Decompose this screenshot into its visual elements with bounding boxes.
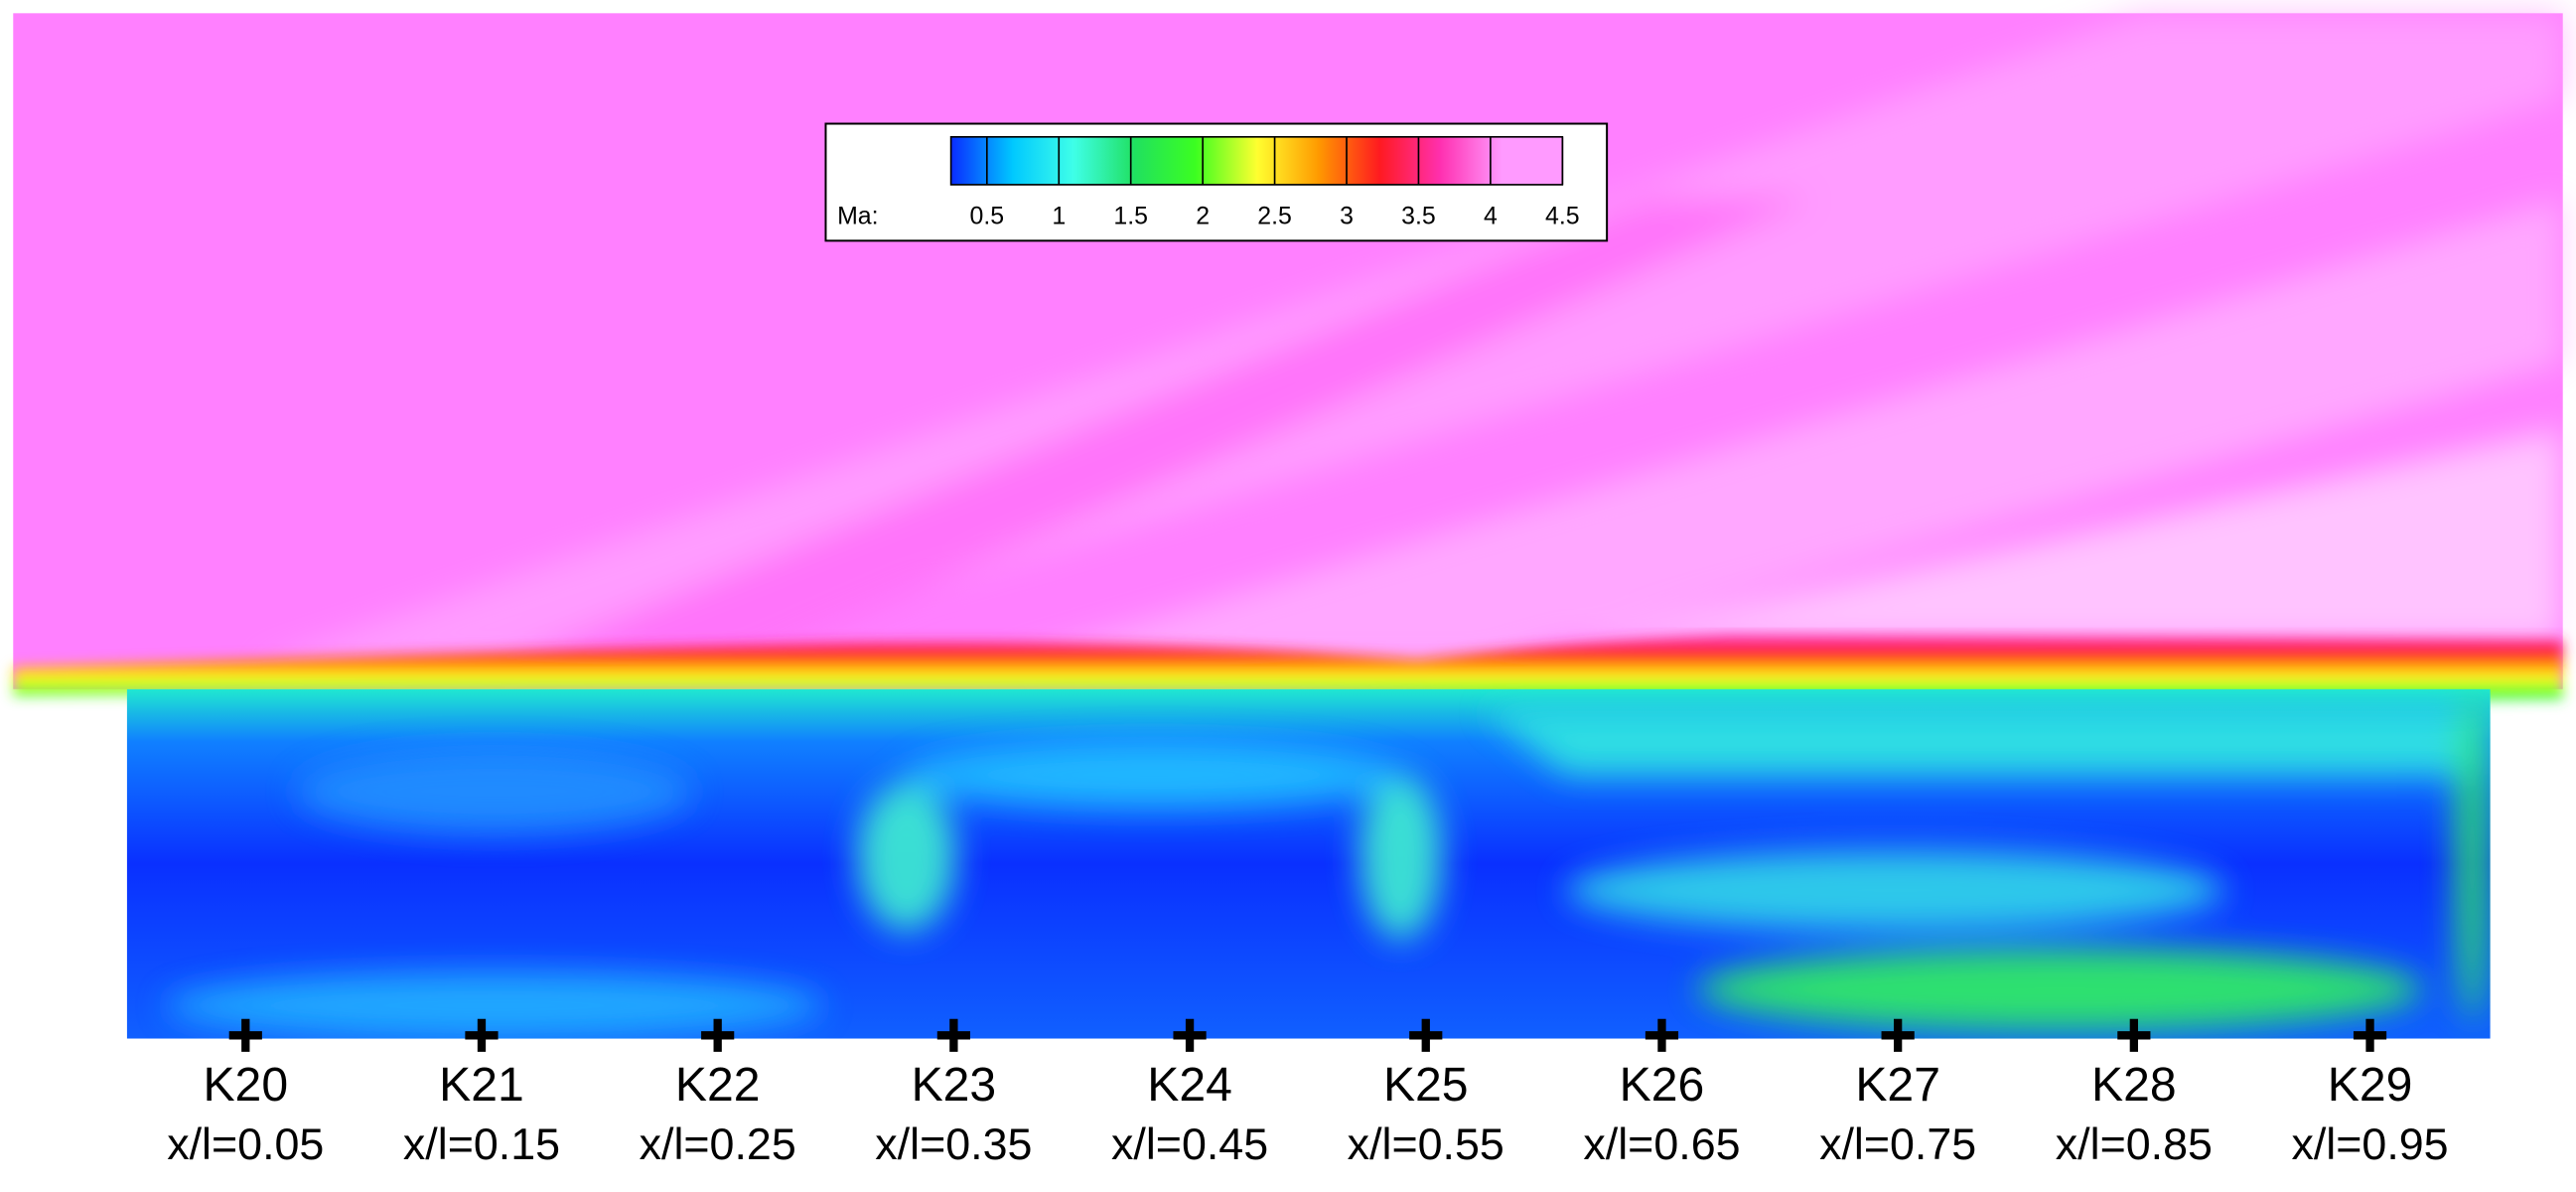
probe-name: K24 xyxy=(1147,1058,1232,1112)
probe-position: x/l=0.65 xyxy=(1583,1119,1740,1169)
colorbar-tick-label: 3 xyxy=(1340,203,1354,230)
probe-marker xyxy=(465,1018,499,1052)
colorbar: Ma: 0.5 1 1.5 2 2.5 3 3.5 4 4.5 xyxy=(824,122,1609,242)
colorbar-tick-label: 2 xyxy=(1196,203,1210,230)
colorbar-segment xyxy=(950,136,1014,185)
colorbar-tick-label: 3.5 xyxy=(1401,203,1436,230)
colorbar-segment xyxy=(1012,136,1074,185)
probe-position: x/l=0.25 xyxy=(640,1119,796,1169)
colorbar-segment xyxy=(1256,136,1319,185)
probe-marker xyxy=(1173,1018,1207,1052)
probe-marker xyxy=(936,1018,970,1052)
probe-name: K23 xyxy=(912,1058,997,1112)
colorbar-label: Ma: xyxy=(837,203,878,230)
colorbar-segment xyxy=(1318,136,1380,185)
probe-name: K25 xyxy=(1383,1058,1469,1112)
colorbar-segment xyxy=(1134,136,1197,185)
probe-name: K29 xyxy=(2328,1058,2413,1112)
probe-marker xyxy=(228,1018,262,1052)
colorbar-tick-label: 1 xyxy=(1052,203,1066,230)
probe-marker xyxy=(1881,1018,1915,1052)
probe-position: x/l=0.15 xyxy=(403,1119,560,1169)
probe-name: K26 xyxy=(1620,1058,1705,1112)
probe-name: K28 xyxy=(2091,1058,2177,1112)
colorbar-tick-label: 4.5 xyxy=(1545,203,1580,230)
colorbar-tick-label: 2.5 xyxy=(1257,203,1292,230)
probe-marker xyxy=(701,1018,735,1052)
probe-name: K20 xyxy=(203,1058,288,1112)
probe-position: x/l=0.35 xyxy=(875,1119,1032,1169)
probe-name: K21 xyxy=(439,1058,524,1112)
colorbar-tick-label: 0.5 xyxy=(970,203,1005,230)
probe-position: x/l=0.05 xyxy=(167,1119,324,1169)
colorbar-tick-label: 1.5 xyxy=(1113,203,1148,230)
probe-position: x/l=0.95 xyxy=(2291,1119,2448,1169)
probe-position: x/l=0.85 xyxy=(2056,1119,2213,1169)
colorbar-segment xyxy=(1378,136,1442,185)
colorbar-segment xyxy=(1501,136,1564,185)
probe-position: x/l=0.75 xyxy=(1819,1119,1976,1169)
probe-name: K27 xyxy=(1855,1058,1940,1112)
probe-name: K22 xyxy=(675,1058,761,1112)
colorbar-segment xyxy=(1440,136,1503,185)
colorbar-tick-label: 4 xyxy=(1484,203,1498,230)
probe-marker xyxy=(2353,1018,2387,1052)
probe-position: x/l=0.55 xyxy=(1348,1119,1504,1169)
probe-position: x/l=0.45 xyxy=(1111,1119,1268,1169)
colorbar-segment xyxy=(1195,136,1258,185)
probe-marker xyxy=(1645,1018,1679,1052)
colorbar-segment xyxy=(1073,136,1136,185)
probe-marker xyxy=(1409,1018,1443,1052)
probe-marker xyxy=(2117,1018,2151,1052)
probes: K20 x/l=0.05 K21 x/l=0.15 K22 x/l=0.25 K23 x/l=… xyxy=(167,1018,2449,1169)
